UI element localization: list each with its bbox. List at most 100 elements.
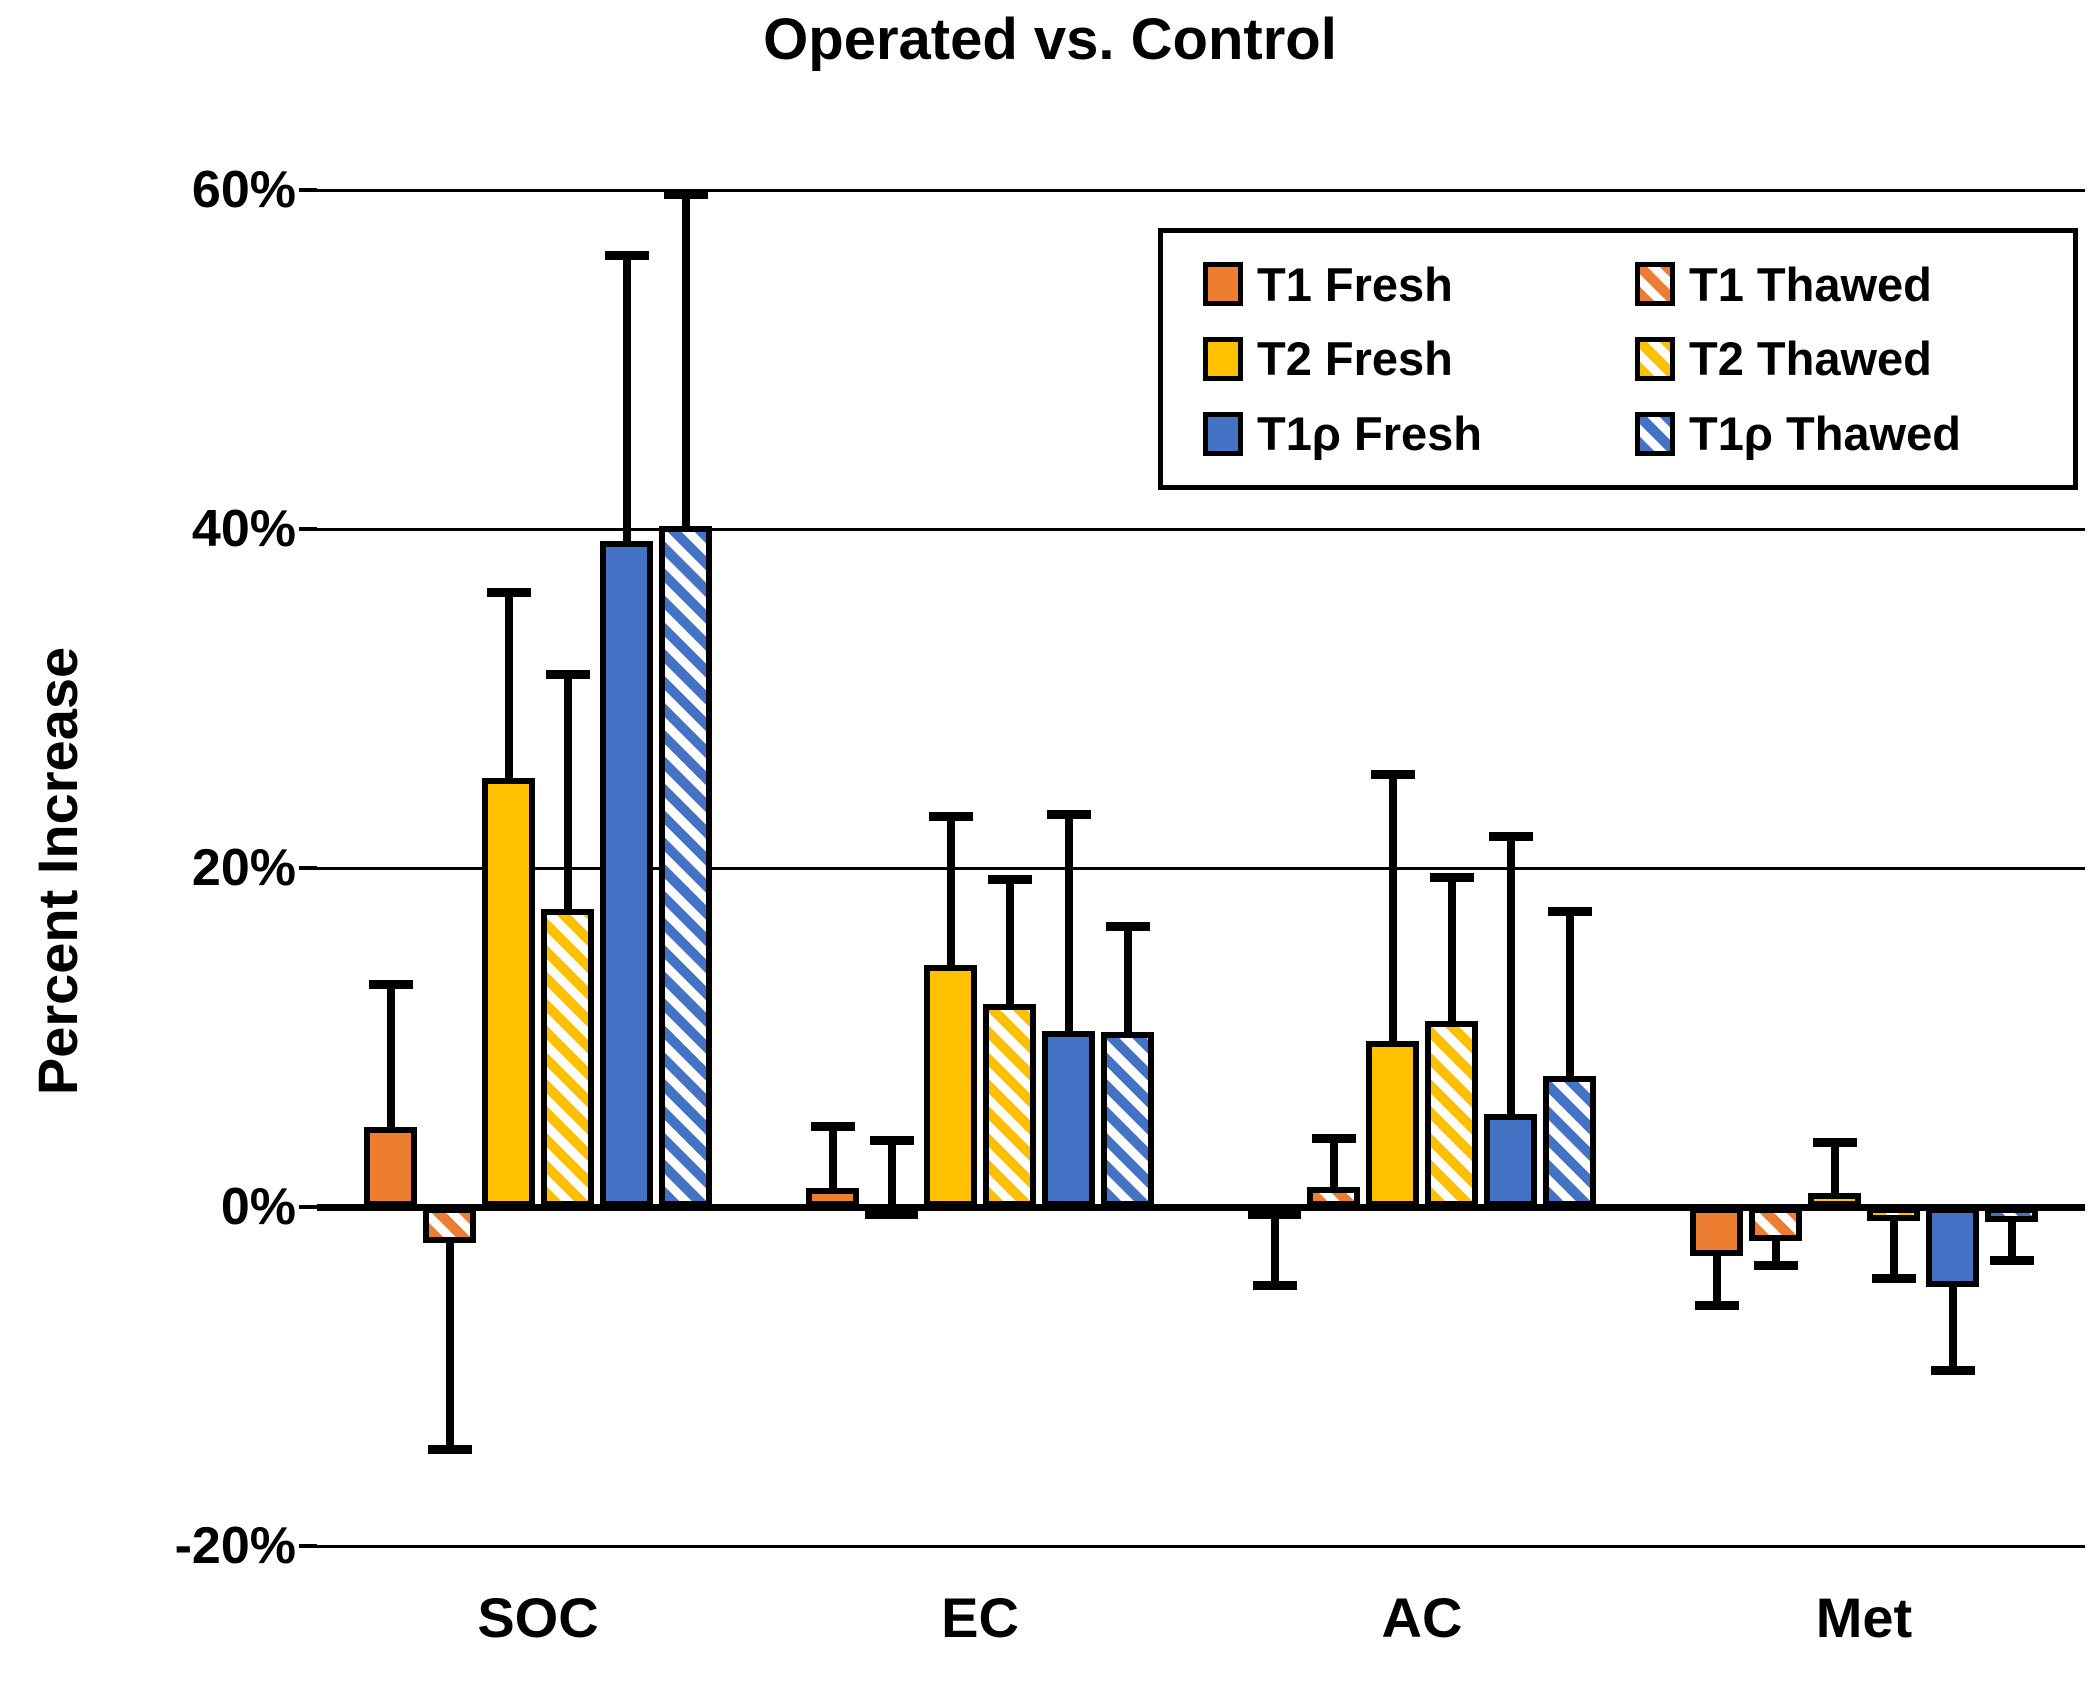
error-bar-cap <box>545 669 590 679</box>
legend-label: T1 Fresh <box>1257 257 1453 311</box>
error-bar-line <box>1771 1240 1780 1270</box>
error-bar-line <box>2007 1222 2016 1265</box>
error-bar-cap <box>1429 873 1474 883</box>
x-category-label-AC: AC <box>1381 1586 1463 1649</box>
y-tick-label: 60% <box>191 161 296 219</box>
legend-item-T2-Fresh: T2 Fresh <box>1203 331 1635 386</box>
error-bar-cap <box>928 812 973 822</box>
error-bar-line <box>1447 873 1456 1021</box>
error-bar-line <box>1712 1256 1721 1311</box>
bar-SOC-T1ρ-Thawed <box>659 525 712 1207</box>
error-bar-line <box>1889 1220 1898 1284</box>
bar-SOC-T1-Thawed <box>423 1207 476 1243</box>
bar-Met-T2-Thawed <box>1867 1207 1920 1221</box>
bar-Met-T1ρ-Thawed <box>1985 1207 2038 1223</box>
legend-label: T1ρ Thawed <box>1689 407 1961 461</box>
bar-EC-T1ρ-Thawed <box>1101 1032 1154 1207</box>
bar-SOC-T2-Thawed <box>541 908 594 1207</box>
error-bar-cap <box>1311 1134 1356 1144</box>
error-bar-cap <box>1871 1274 1916 1284</box>
x-category-label-Met: Met <box>1815 1586 1913 1649</box>
error-bar-cap <box>604 251 649 261</box>
error-bar-cap <box>810 1122 855 1132</box>
y-tick-mark <box>299 1544 317 1548</box>
y-tick-mark <box>299 866 317 870</box>
legend-item-T1ρ-Thawed: T1ρ Thawed <box>1635 406 2067 461</box>
bar-AC-T1ρ-Thawed <box>1543 1076 1596 1207</box>
error-bar-line <box>1388 769 1397 1041</box>
error-bar-line <box>828 1122 837 1189</box>
gridline-60% <box>317 188 2085 192</box>
error-bar-cap <box>1370 769 1415 779</box>
bar-EC-T1-Thawed <box>865 1207 918 1219</box>
legend-item-T1-Thawed: T1 Thawed <box>1635 257 2067 312</box>
y-tick-label: 20% <box>191 839 296 897</box>
bar-Met-T1ρ-Fresh <box>1926 1207 1979 1287</box>
error-bar-line <box>1506 832 1515 1114</box>
error-bar-cap <box>1753 1260 1798 1270</box>
legend-swatch-solid <box>1203 262 1243 307</box>
legend-item-T1-Fresh: T1 Fresh <box>1203 257 1635 312</box>
error-bar-line <box>504 588 513 779</box>
error-bar-cap <box>1105 922 1150 932</box>
error-bar-cap <box>486 588 531 598</box>
legend-swatch-solid <box>1203 336 1243 381</box>
chart-title: Operated vs. Control <box>763 7 1337 72</box>
error-bar-cap <box>1488 832 1533 842</box>
error-bar-line <box>1064 810 1073 1031</box>
error-bar-cap <box>987 874 1032 884</box>
error-bar-cap <box>1989 1255 2034 1265</box>
bar-AC-T1ρ-Fresh <box>1484 1113 1537 1207</box>
plot-area <box>317 188 2085 1548</box>
error-bar-line <box>445 1242 454 1455</box>
legend-item-T1ρ-Fresh: T1ρ Fresh <box>1203 406 1635 461</box>
error-bar-line <box>1948 1286 1957 1375</box>
legend: T1 Fresh T1 Thawed T2 Fresh T2 Thawed T1ρ Fr… <box>1158 228 2078 490</box>
error-bar-cap <box>1547 906 1592 916</box>
y-tick-label: 40% <box>191 500 296 558</box>
error-bar-cap <box>1252 1281 1297 1291</box>
bar-AC-T1-Thawed <box>1307 1186 1360 1207</box>
x-category-label-EC: EC <box>941 1586 1019 1649</box>
legend-label: T2 Thawed <box>1689 332 1932 386</box>
error-bar-cap <box>1694 1301 1739 1311</box>
legend-label: T1 Thawed <box>1689 257 1932 311</box>
bar-AC-T1-Fresh <box>1248 1207 1301 1219</box>
bar-Met-T1-Thawed <box>1749 1207 1802 1241</box>
error-bar-line <box>622 251 631 541</box>
legend-label: T1ρ Fresh <box>1257 407 1482 461</box>
bar-EC-T2-Fresh <box>924 964 977 1207</box>
error-bar-cap <box>1812 1137 1857 1147</box>
bar-AC-T2-Thawed <box>1425 1020 1478 1207</box>
y-tick-mark <box>299 188 317 192</box>
legend-label: T2 Fresh <box>1257 332 1453 386</box>
error-bar-line <box>1565 906 1574 1077</box>
error-bar-cap <box>1046 810 1091 820</box>
y-tick-label: 0% <box>220 1178 296 1236</box>
error-bar-cap <box>1930 1365 1975 1375</box>
bar-EC-T1ρ-Fresh <box>1042 1030 1095 1207</box>
error-bar-line <box>1329 1134 1338 1187</box>
error-bar-cap <box>368 979 413 989</box>
gridline-40% <box>317 527 2085 531</box>
error-bar-line <box>1270 1210 1279 1291</box>
y-tick-label: -20% <box>174 1517 296 1575</box>
bar-SOC-T1-Fresh <box>364 1127 417 1207</box>
error-bar-line <box>946 812 955 965</box>
bar-Met-T2-Fresh <box>1808 1193 1861 1207</box>
bar-AC-T2-Fresh <box>1366 1040 1419 1207</box>
y-tick-mark <box>299 527 317 531</box>
legend-swatch-hatch <box>1635 411 1675 456</box>
error-bar-line <box>386 979 395 1128</box>
bar-SOC-T2-Fresh <box>482 778 535 1207</box>
bar-EC-T1-Fresh <box>806 1188 859 1207</box>
gridline-0% <box>317 1203 2085 1211</box>
gridline-20% <box>317 866 2085 870</box>
error-bar-line <box>681 190 690 526</box>
legend-swatch-hatch <box>1635 262 1675 307</box>
bar-EC-T2-Thawed <box>983 1003 1036 1207</box>
error-bar-cap <box>427 1445 472 1455</box>
error-bar-line <box>563 669 572 909</box>
error-bar-line <box>887 1135 896 1211</box>
